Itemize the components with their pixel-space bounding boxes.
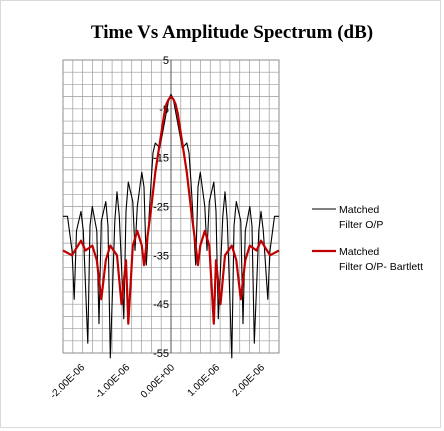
chart-title: Time Vs Amplitude Spectrum (dB)	[91, 22, 373, 43]
x-tick-label: 1.00E-06	[186, 362, 223, 399]
y-tick-label: -35	[153, 250, 169, 262]
legend-label-1: Matched Filter O/P	[339, 204, 383, 231]
legend-label-2: Matched Filter O/P- Bartlett	[339, 246, 423, 273]
y-tick-label: -55	[153, 348, 169, 360]
x-tick-label: -2.00E-06	[48, 362, 87, 401]
plot-grid	[62, 59, 280, 354]
y-tick-label: -25	[153, 202, 169, 214]
x-tick-label: -1.00E-06	[93, 362, 132, 401]
y-tick-label: 5	[163, 55, 169, 67]
y-tick-label: -15	[153, 153, 169, 165]
x-tick-label: 2.00E-06	[231, 362, 268, 399]
legend: Matched Filter O/P Matched Filter O/P- Bart…	[312, 204, 423, 273]
y-tick-label: -45	[153, 299, 169, 311]
series-lines	[62, 93, 280, 359]
x-tick-label: 0.00E+00	[139, 362, 178, 401]
series-line-2	[62, 95, 280, 325]
